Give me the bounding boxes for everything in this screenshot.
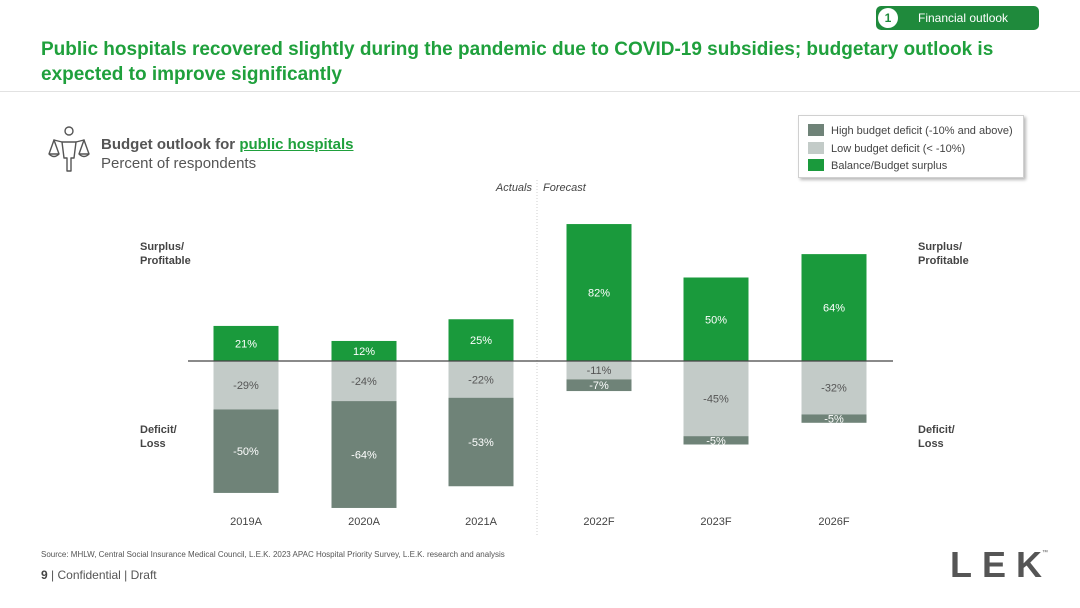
public-hospitals-link[interactable]: public hospitals (239, 136, 354, 153)
page-title: Public hospitals recovered slightly duri… (41, 39, 994, 85)
bar-high-deficit-2019a (213, 409, 279, 493)
category-label-2026f: 2026F (818, 516, 849, 528)
chart-heading-prefix: Budget outlook for (101, 136, 240, 153)
label-surplus-2023f: 50% (705, 314, 727, 326)
label-low-deficit-2022f: -11% (587, 365, 612, 377)
right-deficit-label: Deficit/ Loss (918, 424, 955, 450)
legend-item-surplus: Balance/Budget surplus (808, 159, 947, 172)
actuals-label: Actuals (495, 182, 533, 194)
label-high-deficit-2021a: -53% (468, 437, 494, 449)
section-label: Financial outlook (918, 11, 1009, 25)
lek-logo: LEK ™ (950, 544, 1050, 584)
legend-label-high-deficit: High budget deficit (-10% and above) (831, 125, 1013, 137)
bar-high-deficit-2023f (683, 436, 749, 445)
label-high-deficit-2026f: -5% (824, 414, 844, 426)
bar-surplus-2022f (566, 224, 632, 361)
label-surplus-2019a: 21% (235, 338, 257, 350)
chart-units: Percent of respondents (101, 155, 257, 172)
bar-low-deficit-2022f (566, 361, 632, 380)
chart-legend: High budget deficit (-10% and above) Low… (798, 115, 1024, 178)
category-label-2020a: 2020A (348, 516, 380, 528)
balance-scale-icon (48, 126, 90, 172)
bar-surplus-2020a (331, 340, 397, 361)
label-surplus-2020a: 12% (353, 346, 375, 358)
bar-high-deficit-2021a (448, 397, 514, 487)
legend-swatch-low-deficit (808, 142, 824, 154)
legend-swatch-high-deficit (808, 124, 824, 136)
label-low-deficit-2026f: -32% (821, 383, 847, 395)
source-note: Source: MHLW, Central Social Insurance M… (41, 550, 505, 559)
label-surplus-2021a: 25% (470, 335, 492, 347)
bar-low-deficit-2023f (683, 361, 749, 437)
lek-logo-text: LEK (950, 544, 1050, 584)
category-label-2019a: 2019A (230, 516, 262, 528)
label-high-deficit-2019a: -50% (233, 446, 259, 458)
legend-label-surplus: Balance/Budget surplus (831, 160, 948, 172)
category-label-2021a: 2021A (465, 516, 497, 528)
label-surplus-2022f: 82% (588, 288, 610, 300)
category-label-2022f: 2022F (583, 516, 614, 528)
bar-high-deficit-2022f (566, 379, 632, 392)
legend-item-low-deficit: Low budget deficit (< -10%) (808, 142, 965, 155)
label-high-deficit-2020a: -64% (351, 450, 377, 462)
bar-surplus-2019a (213, 325, 279, 361)
title-divider (0, 91, 1080, 92)
footer: 9 | Confidential | Draft (41, 568, 157, 582)
label-low-deficit-2020a: -24% (351, 376, 377, 388)
chart-heading: Budget outlook for public hospitals (101, 136, 354, 153)
bar-low-deficit-2020a (331, 361, 397, 402)
confidential-label: | Confidential | Draft (47, 568, 157, 582)
lek-logo-tm: ™ (1042, 549, 1048, 556)
bar-surplus-2023f (683, 277, 749, 361)
label-low-deficit-2019a: -29% (233, 380, 259, 392)
left-surplus-label: Surplus/ Profitable (140, 241, 191, 267)
label-high-deficit-2022f: -7% (589, 380, 609, 392)
legend-label-low-deficit: Low budget deficit (< -10%) (831, 143, 966, 155)
bar-high-deficit-2026f (801, 414, 867, 423)
label-low-deficit-2021a: -22% (468, 374, 494, 386)
section-tag: 1 Financial outlook (876, 6, 1039, 30)
bar-high-deficit-2020a (331, 401, 397, 508)
bar-low-deficit-2019a (213, 361, 279, 410)
bar-low-deficit-2026f (801, 361, 867, 415)
legend-item-high-deficit: High budget deficit (-10% and above) (808, 124, 1013, 137)
left-deficit-label: Deficit/ Loss (140, 424, 177, 450)
bar-surplus-2026f (801, 254, 867, 361)
page-number: 9 (41, 568, 48, 582)
forecast-label: Forecast (543, 182, 587, 194)
legend-swatch-surplus (808, 159, 824, 171)
section-number: 1 (878, 8, 898, 28)
category-label-2023f: 2023F (700, 516, 731, 528)
bar-surplus-2021a (448, 319, 514, 361)
label-low-deficit-2023f: -45% (703, 394, 729, 406)
label-high-deficit-2023f: -5% (706, 435, 726, 447)
label-surplus-2026f: 64% (823, 303, 845, 315)
right-surplus-label: Surplus/ Profitable (918, 241, 969, 267)
bar-low-deficit-2021a (448, 361, 514, 398)
